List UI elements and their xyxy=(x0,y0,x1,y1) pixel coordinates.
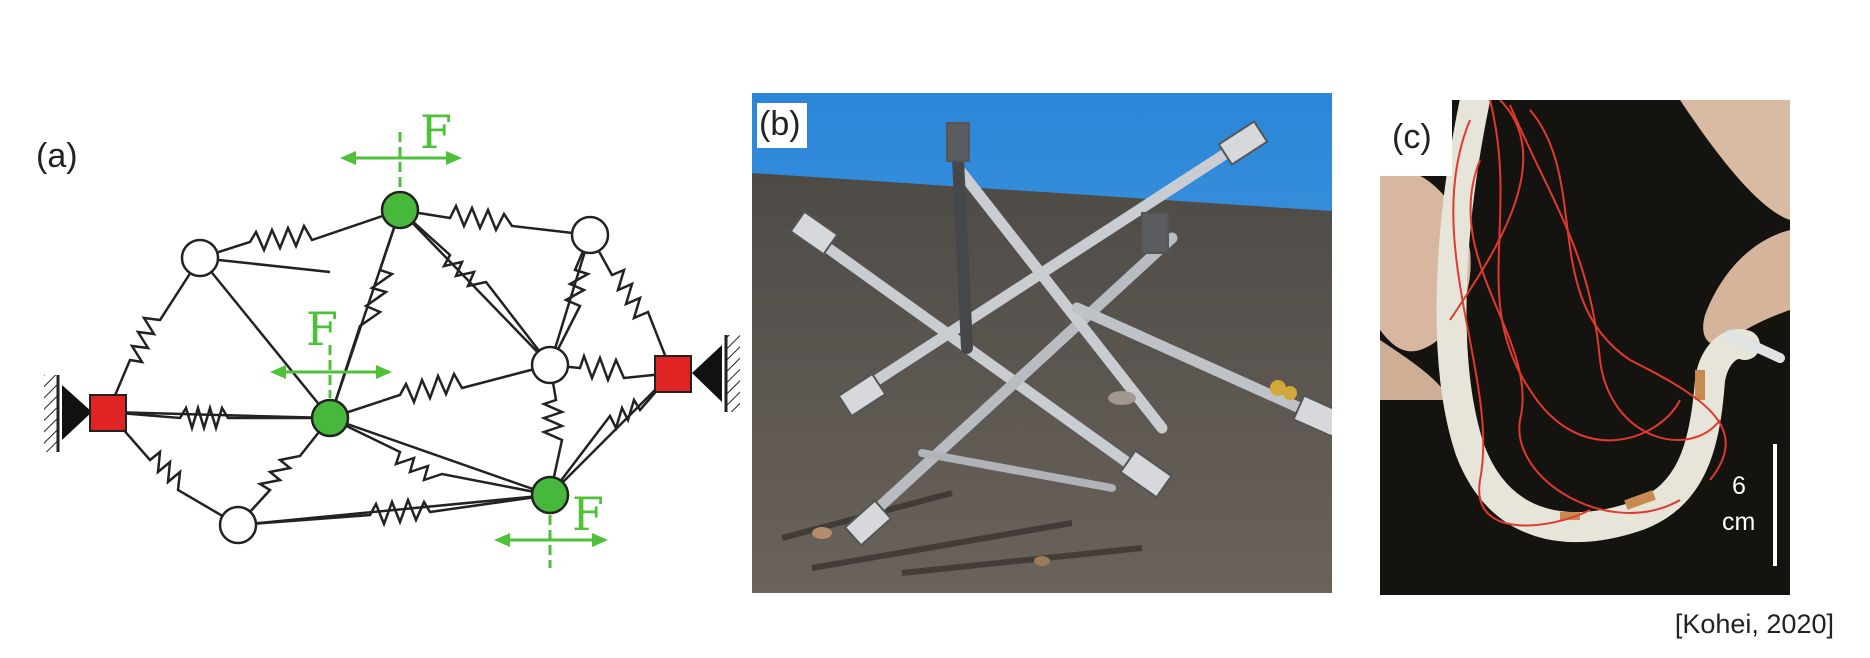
free-node-right-middle xyxy=(530,345,570,385)
force-label-top: F xyxy=(420,105,452,159)
panel-b-label: (b) xyxy=(757,103,807,148)
fixed-node-right xyxy=(654,355,692,393)
scale-bar-value: 6 xyxy=(1732,472,1746,500)
force-arrow-top xyxy=(340,132,462,190)
soft-robot-photo xyxy=(1380,100,1790,595)
force-node-bottom xyxy=(530,475,570,515)
tensegrity-robot-photo xyxy=(752,93,1332,593)
spring-network-diagram: F F F xyxy=(44,105,740,568)
free-node-top-left xyxy=(180,238,220,278)
scale-bar-unit: cm xyxy=(1722,508,1756,536)
left-wall-support xyxy=(44,375,92,452)
fixed-node-left xyxy=(89,394,127,432)
force-node-center xyxy=(310,398,350,438)
free-node-bottom-left xyxy=(218,505,258,545)
citation: [Kohei, 2020] xyxy=(1674,609,1834,639)
scale-bar-line xyxy=(1773,444,1777,566)
force-label-bottom: F xyxy=(572,487,604,541)
panel-c-label: (c) xyxy=(1392,118,1432,157)
force-label-center: F xyxy=(306,302,338,356)
force-arrow-bottom xyxy=(494,515,608,568)
free-node-top-right xyxy=(570,215,610,255)
force-arrow-center xyxy=(270,345,392,398)
panel-a-label: (a) xyxy=(36,137,78,176)
right-wall-support xyxy=(692,335,740,412)
spring-lines xyxy=(106,202,674,528)
force-node-top xyxy=(380,190,420,230)
